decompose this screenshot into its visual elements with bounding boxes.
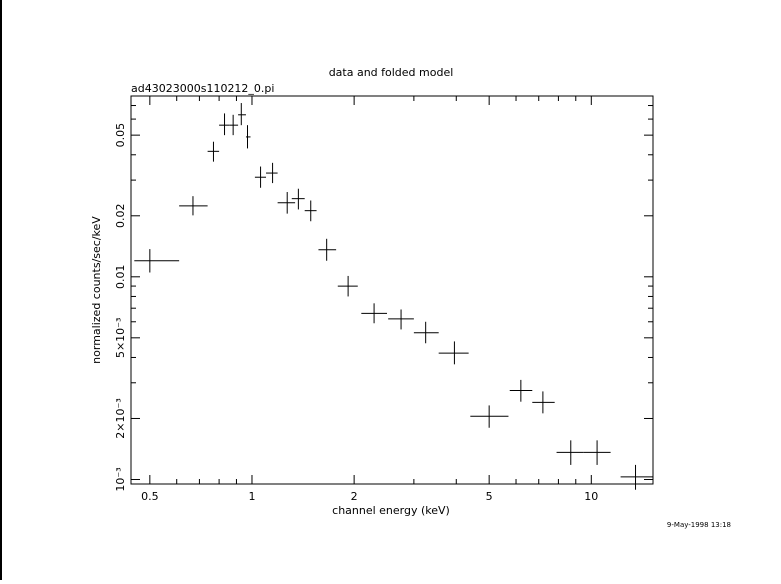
y-tick-label: 10⁻³ xyxy=(114,467,127,491)
x-tick-label: 5 xyxy=(486,490,493,503)
data-point xyxy=(266,162,278,184)
data-point xyxy=(361,303,388,324)
data-point xyxy=(470,405,509,428)
data-point xyxy=(245,125,251,149)
data-point xyxy=(337,275,358,297)
axis-tick-labels: 0.5 1 2 5 10 10⁻³ 2×10⁻³ 5×10⁻³ 0.01 0.02 0.05 xyxy=(114,123,598,503)
data-point xyxy=(532,391,555,414)
data-point xyxy=(207,141,220,162)
data-point xyxy=(438,341,469,365)
window-edge xyxy=(0,0,2,580)
x-tick-label: 0.5 xyxy=(141,490,159,503)
data-point xyxy=(179,196,208,216)
data-point xyxy=(318,238,337,261)
data-point xyxy=(291,188,305,210)
data-point xyxy=(413,321,439,344)
x-tick-label: 2 xyxy=(351,490,358,503)
data-point xyxy=(388,309,414,330)
data-points xyxy=(134,103,653,490)
x-tick-label: 10 xyxy=(584,490,598,503)
data-point xyxy=(620,464,653,490)
y-tick-label: 5×10⁻³ xyxy=(114,318,127,358)
y-tick-label: 0.02 xyxy=(114,204,127,229)
x-axis-label: channel energy (keV) xyxy=(332,504,450,517)
data-point xyxy=(583,440,611,465)
data-point xyxy=(238,103,246,126)
data-point xyxy=(304,200,317,222)
data-point xyxy=(219,113,230,136)
y-tick-label: 0.05 xyxy=(114,123,127,148)
y-axis-label: normalized counts/sec/keV xyxy=(90,216,103,364)
y-tick-label: 0.01 xyxy=(114,265,127,290)
plot-frame xyxy=(130,95,654,485)
data-point xyxy=(277,192,296,214)
data-point xyxy=(229,114,239,136)
chart-subtitle: ad43023000s110212_0.pi xyxy=(131,82,274,95)
timestamp-label: 9-May-1998 13:18 xyxy=(667,521,731,529)
data-point xyxy=(254,166,267,188)
chart-title: data and folded model xyxy=(329,66,454,79)
x-tick-label: 1 xyxy=(248,490,255,503)
data-point xyxy=(556,440,584,465)
y-tick-label: 2×10⁻³ xyxy=(114,398,127,438)
axis-ticks xyxy=(131,96,653,484)
data-point xyxy=(509,379,533,402)
data-point xyxy=(134,249,180,273)
